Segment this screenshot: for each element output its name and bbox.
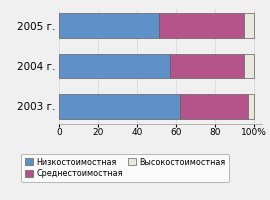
Bar <box>248 94 254 119</box>
Bar <box>59 54 170 78</box>
Bar <box>244 13 254 38</box>
Bar <box>170 54 244 78</box>
Legend: Низкостоимостная, Среднестоимостная, Высокостоимостная: Низкостоимостная, Среднестоимостная, Выс… <box>21 154 229 182</box>
Bar <box>244 54 254 78</box>
Bar <box>159 13 244 38</box>
Bar <box>59 94 180 119</box>
Bar <box>59 13 159 38</box>
Bar <box>180 94 248 119</box>
